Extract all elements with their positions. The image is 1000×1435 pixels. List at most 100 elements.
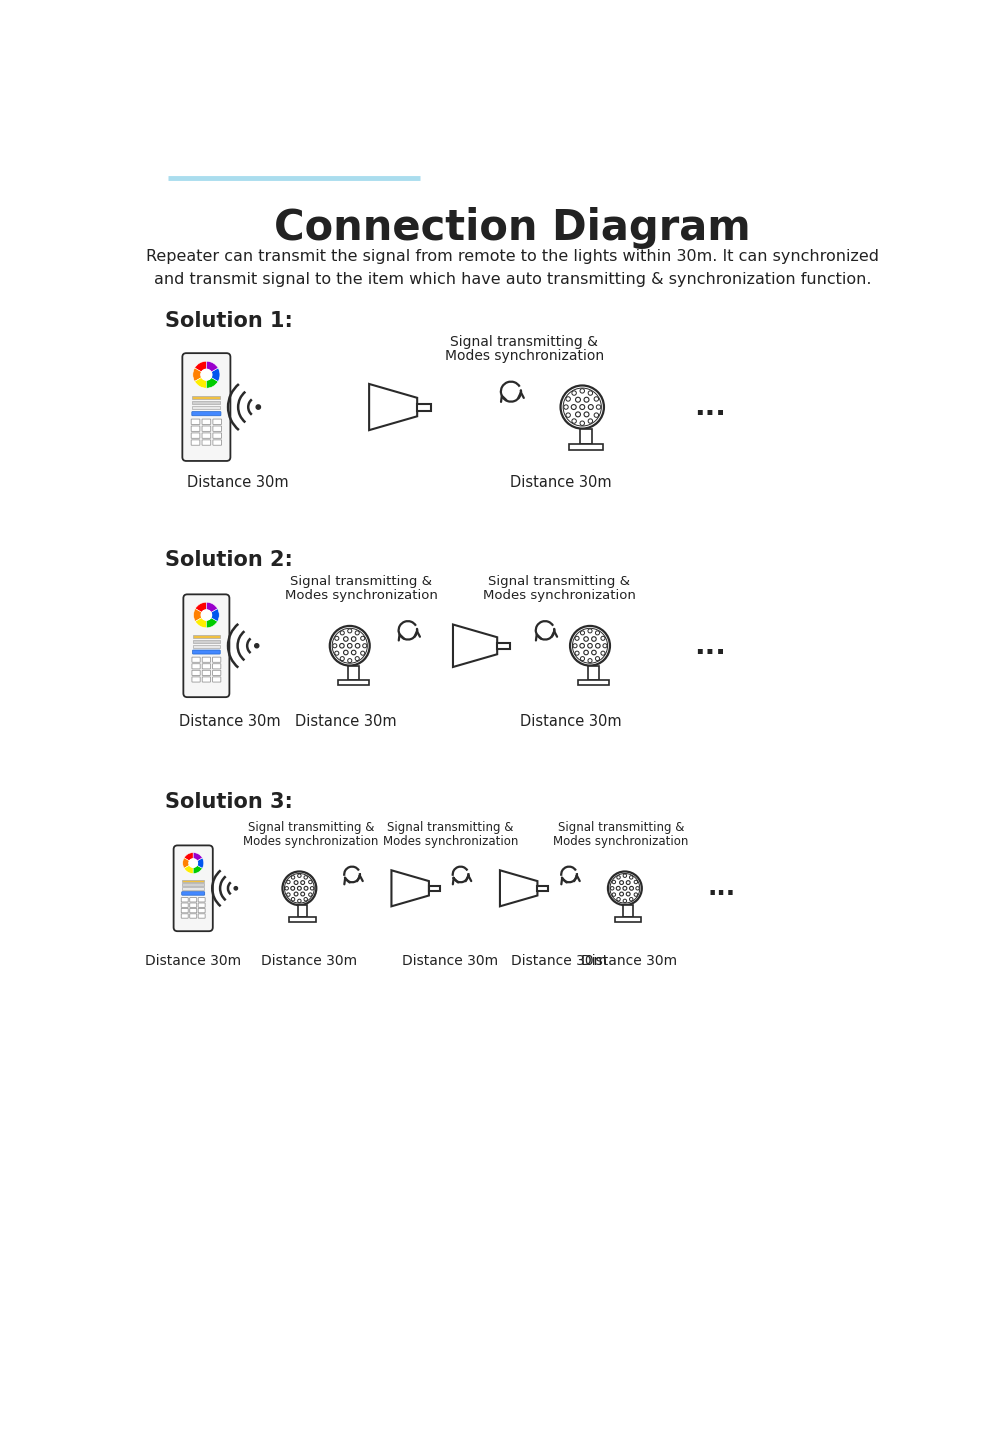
Circle shape	[594, 396, 599, 402]
Circle shape	[595, 657, 600, 660]
Circle shape	[330, 626, 370, 666]
Text: Distance 30m: Distance 30m	[520, 713, 621, 729]
Bar	[193, 640, 220, 643]
Text: Distance 30m: Distance 30m	[145, 954, 241, 967]
Polygon shape	[369, 385, 417, 430]
Bar	[289, 917, 316, 921]
Circle shape	[304, 897, 307, 901]
Circle shape	[361, 636, 365, 640]
Circle shape	[255, 644, 259, 647]
Circle shape	[344, 637, 348, 641]
FancyBboxPatch shape	[174, 845, 213, 931]
Circle shape	[344, 650, 348, 654]
Bar	[192, 400, 220, 405]
FancyBboxPatch shape	[181, 914, 188, 918]
Circle shape	[566, 413, 570, 418]
Circle shape	[333, 644, 337, 647]
Circle shape	[298, 900, 301, 903]
Text: Distance 30m: Distance 30m	[295, 713, 397, 729]
Circle shape	[348, 629, 352, 633]
Circle shape	[601, 651, 605, 656]
Circle shape	[348, 659, 352, 663]
Circle shape	[340, 657, 344, 660]
Text: Solution 1:: Solution 1:	[165, 311, 293, 331]
Circle shape	[309, 880, 312, 884]
FancyBboxPatch shape	[198, 914, 205, 918]
Circle shape	[575, 636, 579, 640]
Circle shape	[620, 881, 623, 884]
FancyBboxPatch shape	[190, 903, 197, 907]
Circle shape	[291, 875, 295, 880]
Circle shape	[636, 887, 639, 890]
Circle shape	[189, 860, 197, 867]
Circle shape	[298, 874, 301, 877]
FancyBboxPatch shape	[191, 419, 200, 425]
FancyBboxPatch shape	[202, 441, 211, 445]
Circle shape	[617, 897, 620, 901]
Circle shape	[571, 405, 576, 409]
Circle shape	[620, 893, 623, 895]
Circle shape	[580, 657, 585, 660]
FancyBboxPatch shape	[191, 441, 200, 445]
Text: ...: ...	[694, 631, 726, 660]
FancyBboxPatch shape	[182, 353, 230, 461]
Text: Connection Diagram: Connection Diagram	[274, 207, 751, 248]
Circle shape	[580, 420, 584, 425]
Bar	[497, 643, 510, 649]
Circle shape	[361, 651, 365, 656]
FancyBboxPatch shape	[202, 419, 211, 425]
Circle shape	[335, 636, 339, 640]
FancyBboxPatch shape	[213, 670, 221, 676]
Wedge shape	[206, 617, 218, 629]
Circle shape	[594, 413, 599, 418]
Wedge shape	[193, 865, 202, 874]
Text: Distance 30m: Distance 30m	[581, 954, 677, 967]
Wedge shape	[193, 367, 202, 382]
Wedge shape	[195, 377, 206, 389]
Circle shape	[584, 412, 589, 416]
Text: Signal transmitting &: Signal transmitting &	[248, 821, 374, 834]
Bar	[193, 644, 220, 649]
Circle shape	[584, 397, 589, 402]
FancyBboxPatch shape	[202, 670, 211, 676]
Circle shape	[335, 651, 339, 656]
Wedge shape	[193, 852, 202, 861]
Circle shape	[626, 893, 630, 895]
Text: Signal transmitting &: Signal transmitting &	[290, 575, 432, 588]
Circle shape	[626, 881, 630, 884]
FancyBboxPatch shape	[213, 657, 221, 663]
Text: Signal transmitting &: Signal transmitting &	[450, 336, 598, 349]
Circle shape	[304, 887, 308, 890]
Circle shape	[580, 389, 584, 393]
Wedge shape	[206, 603, 218, 613]
Text: Modes synchronization: Modes synchronization	[445, 349, 604, 363]
Circle shape	[297, 887, 301, 890]
Circle shape	[588, 659, 592, 663]
Circle shape	[287, 880, 290, 884]
Circle shape	[201, 369, 212, 380]
Bar	[615, 917, 641, 921]
Bar	[193, 636, 220, 639]
Text: Signal transmitting &: Signal transmitting &	[558, 821, 684, 834]
Circle shape	[576, 397, 580, 402]
FancyBboxPatch shape	[213, 441, 222, 445]
FancyBboxPatch shape	[193, 650, 220, 654]
Circle shape	[630, 887, 633, 890]
Text: Distance 30m: Distance 30m	[261, 954, 357, 967]
Text: Modes synchronization: Modes synchronization	[383, 835, 518, 848]
Wedge shape	[195, 362, 206, 372]
FancyBboxPatch shape	[181, 908, 188, 913]
Circle shape	[588, 390, 593, 395]
FancyBboxPatch shape	[213, 664, 221, 669]
Wedge shape	[211, 608, 219, 621]
Text: and transmit signal to the item which have auto transmitting & synchronization f: and transmit signal to the item which ha…	[154, 273, 871, 287]
FancyBboxPatch shape	[202, 433, 211, 438]
Circle shape	[572, 390, 576, 395]
Circle shape	[291, 897, 295, 901]
Circle shape	[592, 637, 596, 641]
Circle shape	[355, 643, 360, 649]
Circle shape	[595, 631, 600, 634]
Circle shape	[623, 874, 627, 877]
Circle shape	[301, 893, 305, 895]
Circle shape	[610, 887, 614, 890]
